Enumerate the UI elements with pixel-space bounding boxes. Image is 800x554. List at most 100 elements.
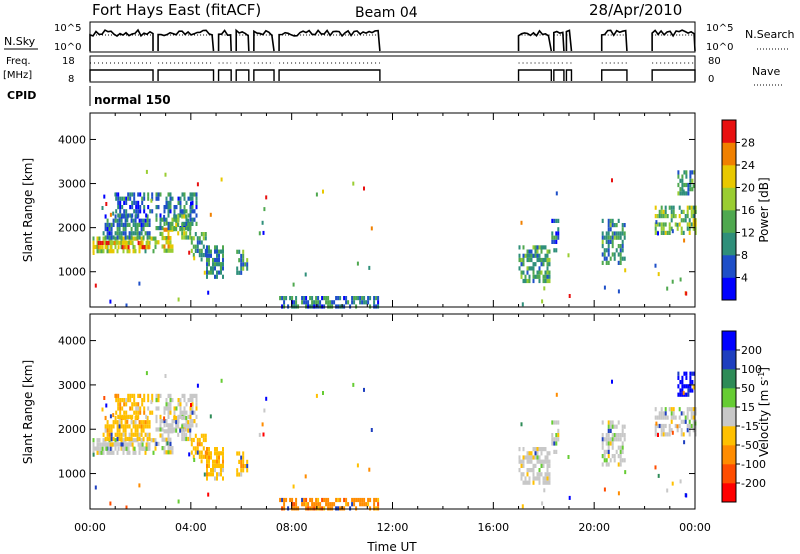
data-cell bbox=[668, 226, 671, 231]
noise-cell bbox=[125, 303, 128, 308]
data-cell bbox=[601, 454, 604, 459]
data-cell bbox=[134, 450, 137, 455]
data-cell bbox=[165, 437, 168, 442]
data-cell bbox=[605, 239, 608, 244]
data-cell bbox=[365, 502, 368, 507]
noise-cell bbox=[657, 433, 659, 437]
data-cell bbox=[553, 218, 556, 223]
data-cell bbox=[664, 411, 667, 416]
data-cell bbox=[609, 428, 612, 433]
data-cell bbox=[242, 459, 245, 464]
data-cell bbox=[654, 214, 657, 219]
data-cell bbox=[694, 205, 697, 210]
data-cell bbox=[339, 506, 342, 511]
colorbar-swatch bbox=[722, 277, 736, 301]
noise-cell bbox=[692, 184, 695, 189]
freq-tick-bottom: 8 bbox=[68, 74, 74, 85]
data-cell bbox=[181, 231, 184, 236]
data-cell bbox=[177, 402, 180, 407]
data-cell bbox=[108, 424, 111, 429]
data-cell bbox=[536, 274, 539, 279]
data-cell bbox=[551, 235, 554, 240]
data-cell bbox=[140, 218, 143, 223]
data-cell bbox=[206, 468, 208, 473]
data-cell bbox=[553, 420, 556, 425]
data-cell bbox=[183, 428, 186, 433]
data-cell bbox=[530, 266, 533, 271]
data-cell bbox=[136, 227, 139, 232]
data-cell bbox=[220, 472, 222, 477]
data-cell bbox=[183, 415, 186, 421]
data-cell bbox=[134, 424, 137, 429]
noise-cell bbox=[624, 470, 627, 475]
noise-cell bbox=[196, 383, 199, 388]
data-cell bbox=[682, 218, 685, 223]
noise-cell bbox=[657, 231, 659, 236]
data-cell bbox=[189, 227, 192, 232]
data-cell bbox=[161, 437, 164, 442]
data-cell bbox=[146, 235, 149, 240]
data-cell bbox=[191, 200, 194, 205]
data-cell bbox=[200, 240, 203, 245]
data-cell bbox=[528, 476, 531, 481]
data-cell bbox=[688, 423, 691, 429]
data-cell bbox=[142, 424, 145, 429]
data-cell bbox=[210, 468, 212, 473]
data-cell bbox=[361, 502, 364, 507]
velocity-colorbar-tick-label: 200 bbox=[741, 344, 762, 357]
data-cell bbox=[143, 205, 146, 210]
data-cell bbox=[240, 253, 243, 259]
y-tick-label: 4000 bbox=[58, 335, 86, 348]
noise-cell bbox=[603, 285, 606, 290]
data-cell bbox=[613, 252, 616, 257]
noise-cell bbox=[657, 473, 660, 478]
data-cell bbox=[141, 240, 144, 246]
data-cell bbox=[145, 245, 148, 250]
data-cell bbox=[538, 468, 541, 473]
data-cell bbox=[196, 442, 199, 447]
noise-cell bbox=[203, 270, 206, 275]
data-cell bbox=[526, 278, 529, 284]
data-cell bbox=[161, 236, 164, 241]
data-cell bbox=[363, 296, 366, 301]
data-cell bbox=[208, 270, 210, 275]
data-cell bbox=[189, 414, 192, 419]
data-cell bbox=[202, 437, 205, 443]
data-cell bbox=[146, 218, 149, 223]
data-cell bbox=[192, 454, 195, 459]
data-cell bbox=[534, 476, 537, 481]
cpid-value: normal 150 bbox=[94, 93, 171, 107]
data-cell bbox=[216, 253, 218, 258]
data-cell bbox=[120, 222, 123, 227]
data-cell bbox=[534, 455, 537, 460]
data-cell bbox=[551, 437, 554, 442]
data-cell bbox=[688, 226, 691, 231]
data-cell bbox=[112, 222, 115, 227]
data-cell bbox=[125, 200, 128, 205]
data-cell bbox=[106, 428, 109, 433]
data-cell bbox=[601, 437, 604, 442]
data-cell bbox=[691, 380, 694, 385]
data-cell bbox=[603, 458, 606, 463]
data-cell bbox=[192, 437, 195, 443]
data-cell bbox=[692, 214, 695, 219]
data-cell bbox=[127, 196, 130, 201]
data-cell bbox=[104, 446, 107, 451]
data-cell bbox=[218, 463, 220, 468]
data-cell bbox=[544, 270, 547, 275]
data-cell bbox=[522, 278, 525, 284]
data-cell bbox=[216, 447, 218, 452]
data-cell bbox=[138, 231, 141, 236]
data-cell bbox=[601, 445, 604, 450]
data-cell bbox=[133, 245, 136, 250]
data-cell bbox=[619, 235, 622, 240]
data-cell bbox=[121, 398, 124, 403]
data-cell bbox=[654, 230, 657, 235]
data-cell bbox=[189, 432, 192, 437]
data-cell bbox=[148, 222, 151, 227]
noise-cell bbox=[617, 289, 620, 294]
data-cell bbox=[538, 245, 541, 250]
data-cell bbox=[125, 240, 128, 246]
data-cell bbox=[691, 388, 694, 393]
data-cell bbox=[343, 497, 346, 503]
